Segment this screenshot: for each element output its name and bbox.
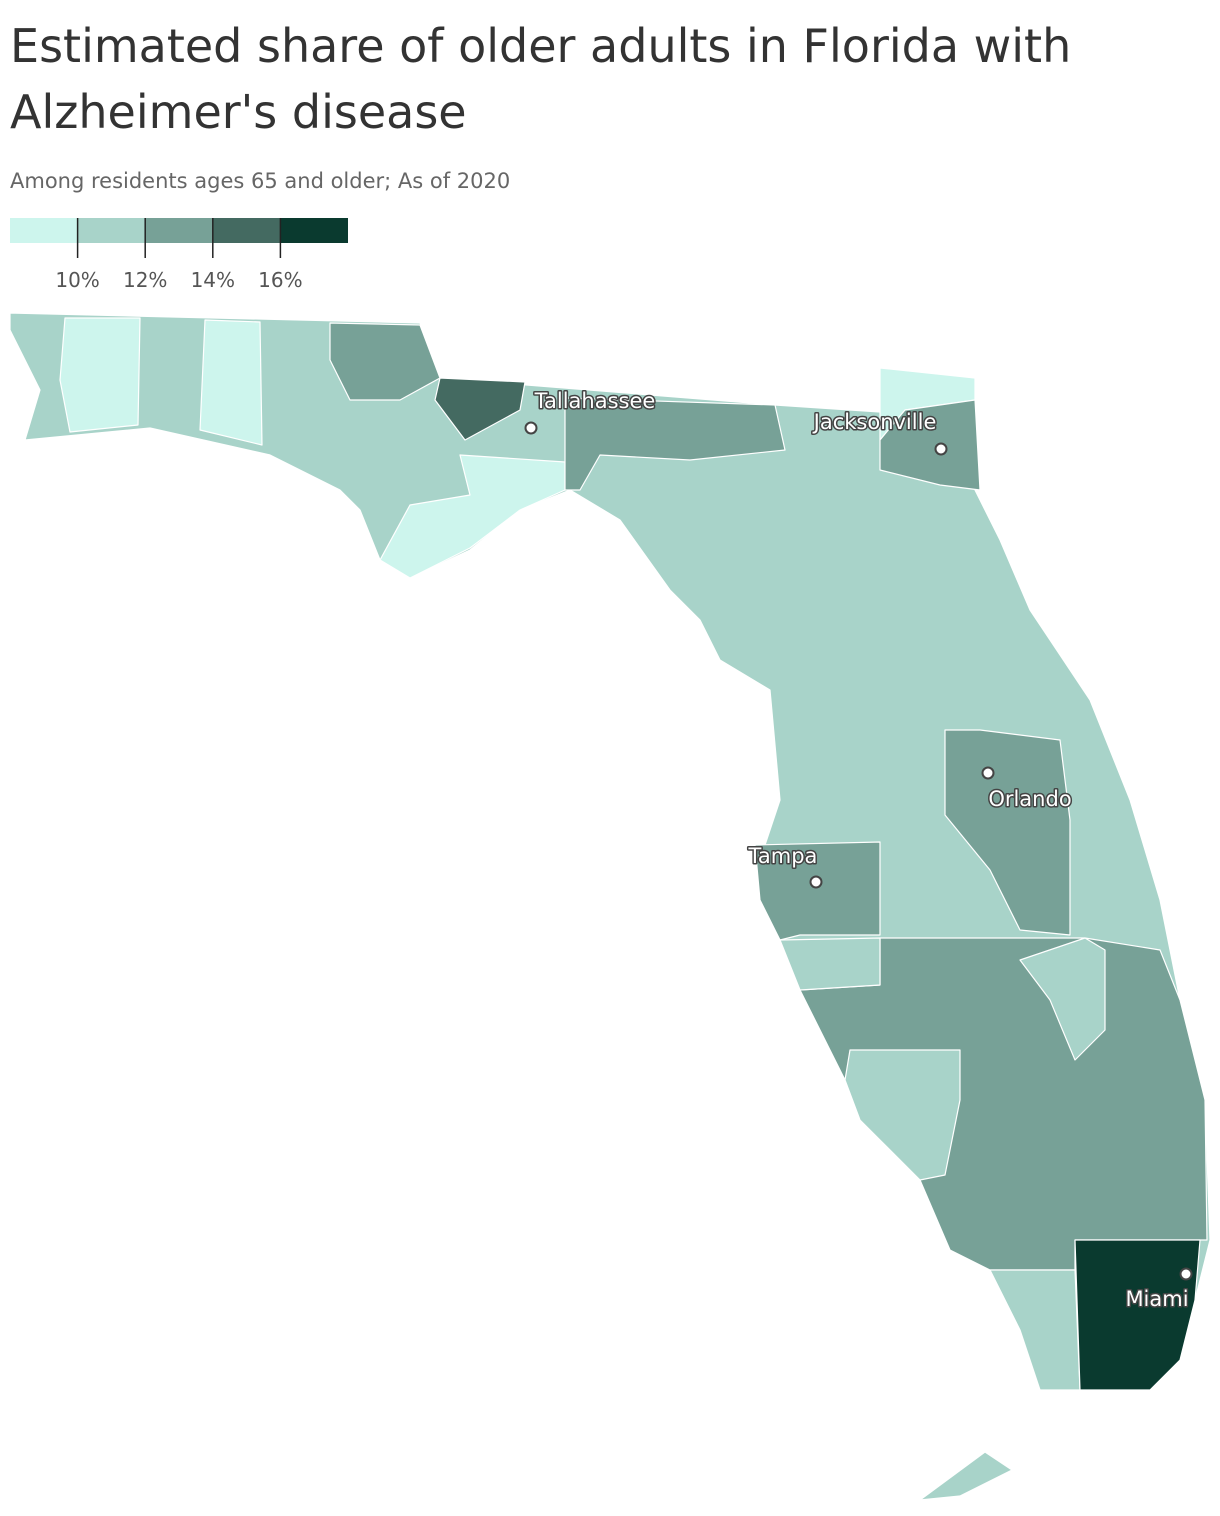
city-label: Tallahassee xyxy=(534,389,656,413)
county xyxy=(564,397,786,491)
subtitle: Among residents ages 65 and older; As of… xyxy=(10,169,510,193)
legend-swatch xyxy=(280,218,348,243)
county xyxy=(779,937,881,991)
legend: 10% 12% 14% 16% xyxy=(10,218,348,292)
city-marker xyxy=(981,766,995,780)
county xyxy=(199,319,263,446)
legend-swatch xyxy=(77,218,146,243)
city-label: Miami xyxy=(1125,1287,1188,1311)
city-label: Jacksonville xyxy=(812,410,937,434)
legend-tick-label: 12% xyxy=(123,268,167,292)
city-label: Orlando xyxy=(988,787,1071,811)
legend-tick-label: 16% xyxy=(258,268,302,292)
florida-map xyxy=(9,312,1211,1501)
city-marker xyxy=(934,442,948,456)
city-marker xyxy=(524,421,538,435)
county xyxy=(944,729,1071,936)
city-marker xyxy=(809,875,823,889)
county xyxy=(1074,1239,1201,1391)
county xyxy=(329,322,441,401)
county xyxy=(1019,937,1106,1061)
county xyxy=(989,1269,1081,1391)
city-labels: Tallahassee Jacksonville Orlando Tampa Miami xyxy=(524,388,1193,1313)
keys xyxy=(919,1451,1013,1501)
legend-tick-label: 14% xyxy=(191,268,235,292)
title: Estimated share of older adults in Flori… xyxy=(10,19,1071,73)
legend-swatch xyxy=(145,218,213,243)
city-label: Tampa xyxy=(748,844,818,868)
legend-swatch xyxy=(212,218,281,243)
county xyxy=(434,377,526,441)
county xyxy=(59,317,141,433)
legend-swatch xyxy=(10,218,78,243)
county xyxy=(754,841,881,941)
legend-tick-label: 10% xyxy=(55,268,99,292)
county xyxy=(844,1049,961,1181)
county xyxy=(879,399,981,491)
title: Alzheimer's disease xyxy=(10,85,467,139)
city-marker xyxy=(1179,1267,1193,1281)
